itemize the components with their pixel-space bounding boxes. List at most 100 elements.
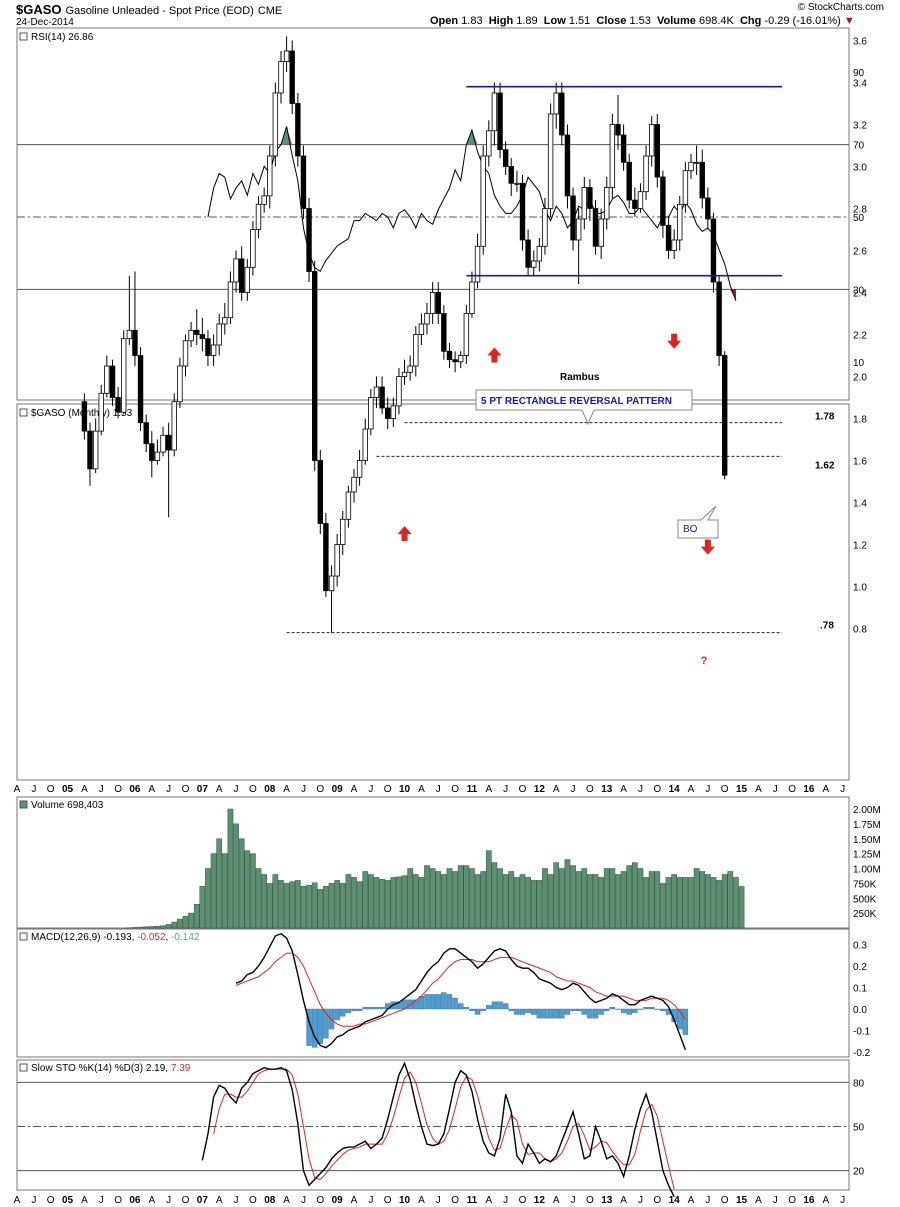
symbol-exchange: CME	[257, 5, 283, 17]
macd-label-sep: ,	[166, 932, 172, 943]
volume-bar	[154, 925, 161, 929]
candle-up	[649, 124, 655, 157]
x-year-label: 15	[736, 1195, 748, 1206]
volume-bar	[250, 853, 256, 929]
x-month-label: A	[216, 1195, 223, 1206]
volume-bar	[317, 889, 324, 929]
candle-down	[317, 460, 323, 524]
candle-up	[514, 182, 520, 185]
candle-down	[295, 103, 301, 157]
volume-bar	[542, 868, 548, 929]
candle-down	[559, 92, 565, 136]
candle-up	[682, 170, 689, 205]
volume-legend-box	[19, 800, 28, 809]
candle-up	[390, 405, 396, 419]
volume-bar	[480, 871, 487, 929]
price-legend-box	[19, 408, 28, 417]
candle-up	[401, 371, 408, 377]
volume-bar	[396, 876, 402, 929]
candle-down	[722, 355, 728, 476]
candle-down	[435, 292, 441, 314]
volume-bar	[210, 853, 217, 929]
volume-bar	[255, 868, 262, 929]
x-month-label: J	[773, 1195, 778, 1206]
x-month-label: J	[234, 784, 239, 795]
candle-down	[452, 359, 458, 363]
candle-up	[407, 365, 413, 373]
x-month-label: A	[216, 784, 223, 795]
macd-histogram-bar	[429, 994, 436, 1010]
macd-histogram-bar	[323, 1008, 329, 1039]
x-month-label: O	[519, 1195, 527, 1206]
candle-down	[705, 197, 711, 220]
sto-label-d: 7.39	[171, 1063, 191, 1074]
volume-bar	[323, 886, 329, 929]
volume-bar	[216, 838, 223, 929]
volume-bar	[688, 877, 694, 929]
volume-bar	[193, 903, 200, 929]
candle-down	[384, 407, 391, 419]
macd-histogram-bar	[531, 1008, 537, 1015]
candle-down	[194, 329, 200, 335]
x-month-label: O	[653, 784, 661, 795]
volume-bar	[519, 874, 526, 929]
volume-tick-label: 750K	[853, 879, 877, 890]
candle-up	[457, 355, 464, 363]
macd-histogram-bar	[458, 1003, 464, 1010]
volume-tick-label: 1.25M	[853, 850, 881, 861]
candle-down	[109, 365, 116, 398]
x-month-label: J	[638, 784, 643, 795]
volume-bar	[412, 874, 419, 929]
candle-up	[340, 518, 346, 545]
x-month-label: O	[182, 1195, 190, 1206]
sto-label: Slow STO %K(14) %D(3) 2.19, 7.39	[31, 1063, 191, 1074]
volume-tick-label: 1.75M	[853, 820, 881, 831]
candle-up	[547, 113, 554, 209]
volume-bar	[609, 868, 616, 929]
x-month-label: A	[14, 784, 21, 795]
volume-bar	[710, 877, 717, 929]
volume-bar	[160, 925, 166, 929]
rsi-overbought-fill	[275, 126, 298, 145]
rsi-overbought-fill	[460, 130, 484, 145]
price-tick-label: 0.8	[853, 625, 867, 636]
candle-up	[396, 376, 402, 407]
candle-up	[255, 203, 262, 230]
volume-bar	[587, 874, 593, 929]
macd-line	[235, 932, 687, 1051]
volume-bar	[564, 859, 571, 929]
volume-bar	[457, 865, 464, 929]
macd-histogram-bar	[626, 1008, 632, 1015]
x-month-label: A	[81, 784, 88, 795]
macd-histogram-bar	[508, 1008, 514, 1012]
volume-bar	[716, 880, 722, 929]
volume-bar	[676, 877, 683, 929]
macd-panel: -0.2 -0.1 0.0 0.1 0.2 0.3 MACD(12,26,9) -0.193…	[19, 932, 871, 1059]
volume-bar	[682, 877, 689, 929]
volume-bar	[244, 850, 251, 929]
x-year-label: 05	[62, 784, 74, 795]
volume-bar	[570, 865, 576, 929]
x-year-label: 14	[669, 1195, 681, 1206]
panel-frames	[16, 27, 850, 1191]
x-year-label: 11	[467, 784, 478, 795]
macd-histogram-bar	[514, 1008, 520, 1015]
volume-bar	[530, 880, 537, 929]
sto-tick-label: 50	[853, 1123, 865, 1134]
x-month-label: O	[384, 784, 392, 795]
volume-bar	[463, 865, 470, 929]
candle-up	[154, 451, 161, 461]
volume-bar	[199, 886, 206, 929]
high-label: High	[488, 15, 514, 27]
candle-down	[205, 338, 211, 356]
candle-up	[581, 187, 588, 220]
macd-tick-label: 0.1	[853, 984, 867, 995]
candle-up	[553, 92, 559, 115]
volume-bar	[424, 865, 430, 929]
candle-up	[688, 161, 694, 172]
macd-histogram-bar	[682, 1008, 689, 1035]
price-tick-label: 1.2	[853, 541, 867, 552]
x-month-label: J	[773, 784, 778, 795]
macd-histogram-bar	[677, 1008, 683, 1030]
symbol-description: Gasoline Unleaded - Spot Price (EOD)	[65, 5, 254, 17]
